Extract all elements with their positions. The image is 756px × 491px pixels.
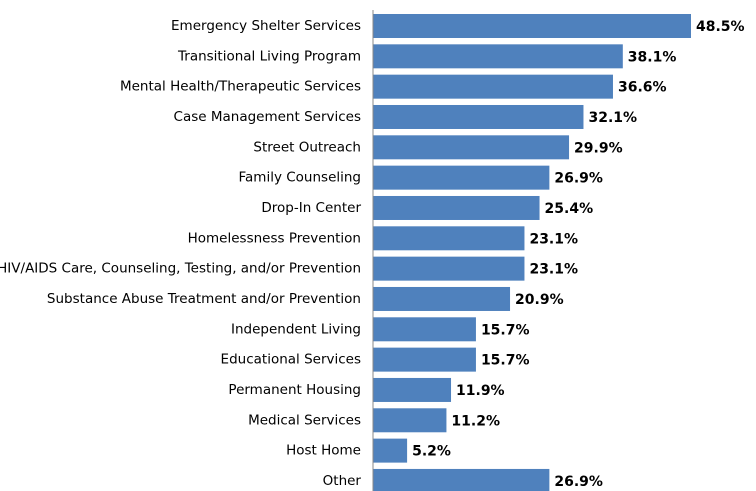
value-label: 48.5% (696, 19, 745, 35)
category-label: Family Counseling (239, 170, 362, 186)
value-label: 25.4% (545, 201, 594, 217)
value-label: 23.1% (529, 262, 578, 278)
category-label: Emergency Shelter Services (171, 18, 361, 34)
category-label: Case Management Services (174, 109, 361, 125)
category-label: Substance Abuse Treatment and/or Prevent… (47, 291, 361, 307)
bar (373, 317, 476, 342)
bar (373, 438, 408, 463)
bar (373, 408, 447, 433)
category-label: Independent Living (231, 321, 361, 337)
value-label: 11.2% (451, 413, 500, 429)
value-label: 15.7% (481, 322, 530, 338)
value-label: 38.1% (628, 49, 677, 65)
bar (373, 377, 452, 402)
value-label: 36.6% (618, 80, 667, 96)
bar (373, 468, 550, 491)
bar (373, 195, 540, 220)
bar (373, 286, 511, 311)
category-label: Permanent Housing (228, 382, 361, 398)
value-label: 23.1% (529, 231, 578, 247)
category-label: Host Home (286, 443, 361, 459)
value-label: 20.9% (515, 292, 564, 308)
bar (373, 347, 476, 372)
bar (373, 256, 525, 281)
value-label: 29.9% (574, 140, 623, 156)
value-label: 32.1% (588, 110, 637, 126)
category-label: HIV/AIDS Care, Counseling, Testing, and/… (0, 261, 361, 277)
bar (373, 44, 623, 69)
category-label: Educational Services (221, 352, 361, 368)
bar (373, 74, 613, 99)
value-label: 15.7% (481, 353, 530, 369)
bar (373, 135, 570, 160)
value-label: 5.2% (412, 444, 451, 460)
category-label: Street Outreach (253, 139, 361, 155)
bar (373, 14, 691, 38)
bar (373, 104, 584, 129)
value-label: 26.9% (554, 171, 603, 187)
bar (373, 165, 550, 190)
category-label: Drop-In Center (261, 200, 361, 216)
category-label: Transitional Living Program (177, 48, 361, 64)
value-label: 26.9% (554, 474, 603, 490)
value-label: 11.9% (456, 383, 505, 399)
category-label: Medical Services (248, 412, 361, 428)
category-label: Homelessness Prevention (188, 230, 361, 246)
bar (373, 226, 525, 251)
category-label: Mental Health/Therapeutic Services (120, 79, 361, 95)
category-label: Other (323, 473, 362, 489)
